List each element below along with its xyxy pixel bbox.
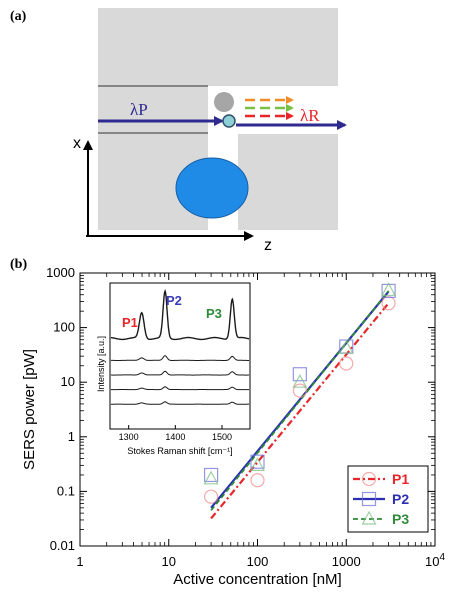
peak-label-p1: P1 <box>122 315 138 330</box>
inset-traces <box>110 289 250 405</box>
pump-label: λP <box>130 100 148 119</box>
x-tick-label: 1 <box>76 554 83 569</box>
legend-marker-p3 <box>361 510 377 525</box>
marker-p3 <box>381 282 397 297</box>
grey-particle <box>214 92 234 112</box>
spectrum-trace <box>110 355 250 361</box>
y-tick-label: 100 <box>53 320 75 335</box>
inset-peak-labels: P1 P2 P3 <box>122 293 222 330</box>
main-tick-labels: 1 10 100 1000 104 0.01 0.1 1 10 100 1000 <box>46 265 445 569</box>
fit-line-p1 <box>210 302 390 520</box>
marker-p3 <box>338 339 354 354</box>
y-tick-label: 0.1 <box>57 483 75 498</box>
sphere-particle <box>175 157 249 219</box>
spectrum-trace <box>110 386 250 391</box>
marker-p3 <box>249 457 266 471</box>
marker-p2 <box>203 467 219 483</box>
marker-p1 <box>339 356 354 371</box>
spectrum-trace <box>110 289 250 341</box>
legend-marker-p2 <box>361 491 377 507</box>
raman-spectrum-inset: 1300 1400 1500 P1 P2 P3 Intensity [a.u.] Sto… <box>96 282 251 456</box>
x-tick-label: 1000 <box>332 554 361 569</box>
legend-label-p2: P2 <box>392 491 409 507</box>
schematic: λP λR x z <box>73 8 347 254</box>
molecule-dot <box>222 114 236 128</box>
y-tick-label: 0.01 <box>50 538 75 553</box>
x-axis-letter: x <box>73 135 81 152</box>
legend-label-p3: P3 <box>392 511 409 527</box>
main-axis-ticks <box>79 272 436 547</box>
inset-x-tick-label: 1500 <box>212 432 232 442</box>
inset-x-label: Stokes Raman shift [cm⁻¹] <box>127 446 232 456</box>
y-tick-label: 1 <box>68 429 75 444</box>
x-tick-label: 104 <box>425 552 445 569</box>
marker-p3 <box>292 373 308 388</box>
inset-x-tick-label: 1300 <box>119 432 139 442</box>
inset-y-label: Intensity [a.u.] <box>96 336 106 392</box>
x-axis-label: Active concentration [nM] <box>173 571 341 588</box>
marker-p1 <box>203 489 219 504</box>
marker-p3 <box>203 470 219 485</box>
legend-label-p1: P1 <box>392 471 409 487</box>
y-tick-label: 10 <box>61 374 75 389</box>
right-block <box>238 134 338 230</box>
legend: P1 P2 P3 <box>347 465 429 533</box>
inset-ticks: 1300 1400 1500 <box>119 425 232 442</box>
x-tick-label: 100 <box>247 554 269 569</box>
data-markers <box>203 282 397 504</box>
marker-p2 <box>292 367 307 382</box>
spectrum-trace <box>110 401 250 405</box>
top-block <box>98 8 338 86</box>
peak-label-p3: P3 <box>206 306 222 321</box>
marker-p1 <box>292 383 307 398</box>
fit-line-p3 <box>210 290 390 511</box>
marker-p1 <box>381 296 396 311</box>
z-axis-letter: z <box>264 237 272 254</box>
marker-p2 <box>250 454 265 469</box>
legend-box <box>347 465 429 533</box>
inset-x-tick-label: 1400 <box>165 432 185 442</box>
y-tick-label: 1000 <box>46 265 75 280</box>
raman-label: λR <box>300 106 320 125</box>
panel-b-label: (b) <box>10 257 27 272</box>
fit-lines <box>210 290 390 520</box>
marker-p1 <box>250 473 265 488</box>
y-axis-label: SERS power [pW] <box>21 349 38 470</box>
peak-label-p2: P2 <box>166 293 182 308</box>
legend-marker-p1 <box>361 471 377 487</box>
panel-a-label: (a) <box>10 9 27 24</box>
x-tick-label: 10 <box>162 554 176 569</box>
spectrum-trace <box>110 370 250 376</box>
